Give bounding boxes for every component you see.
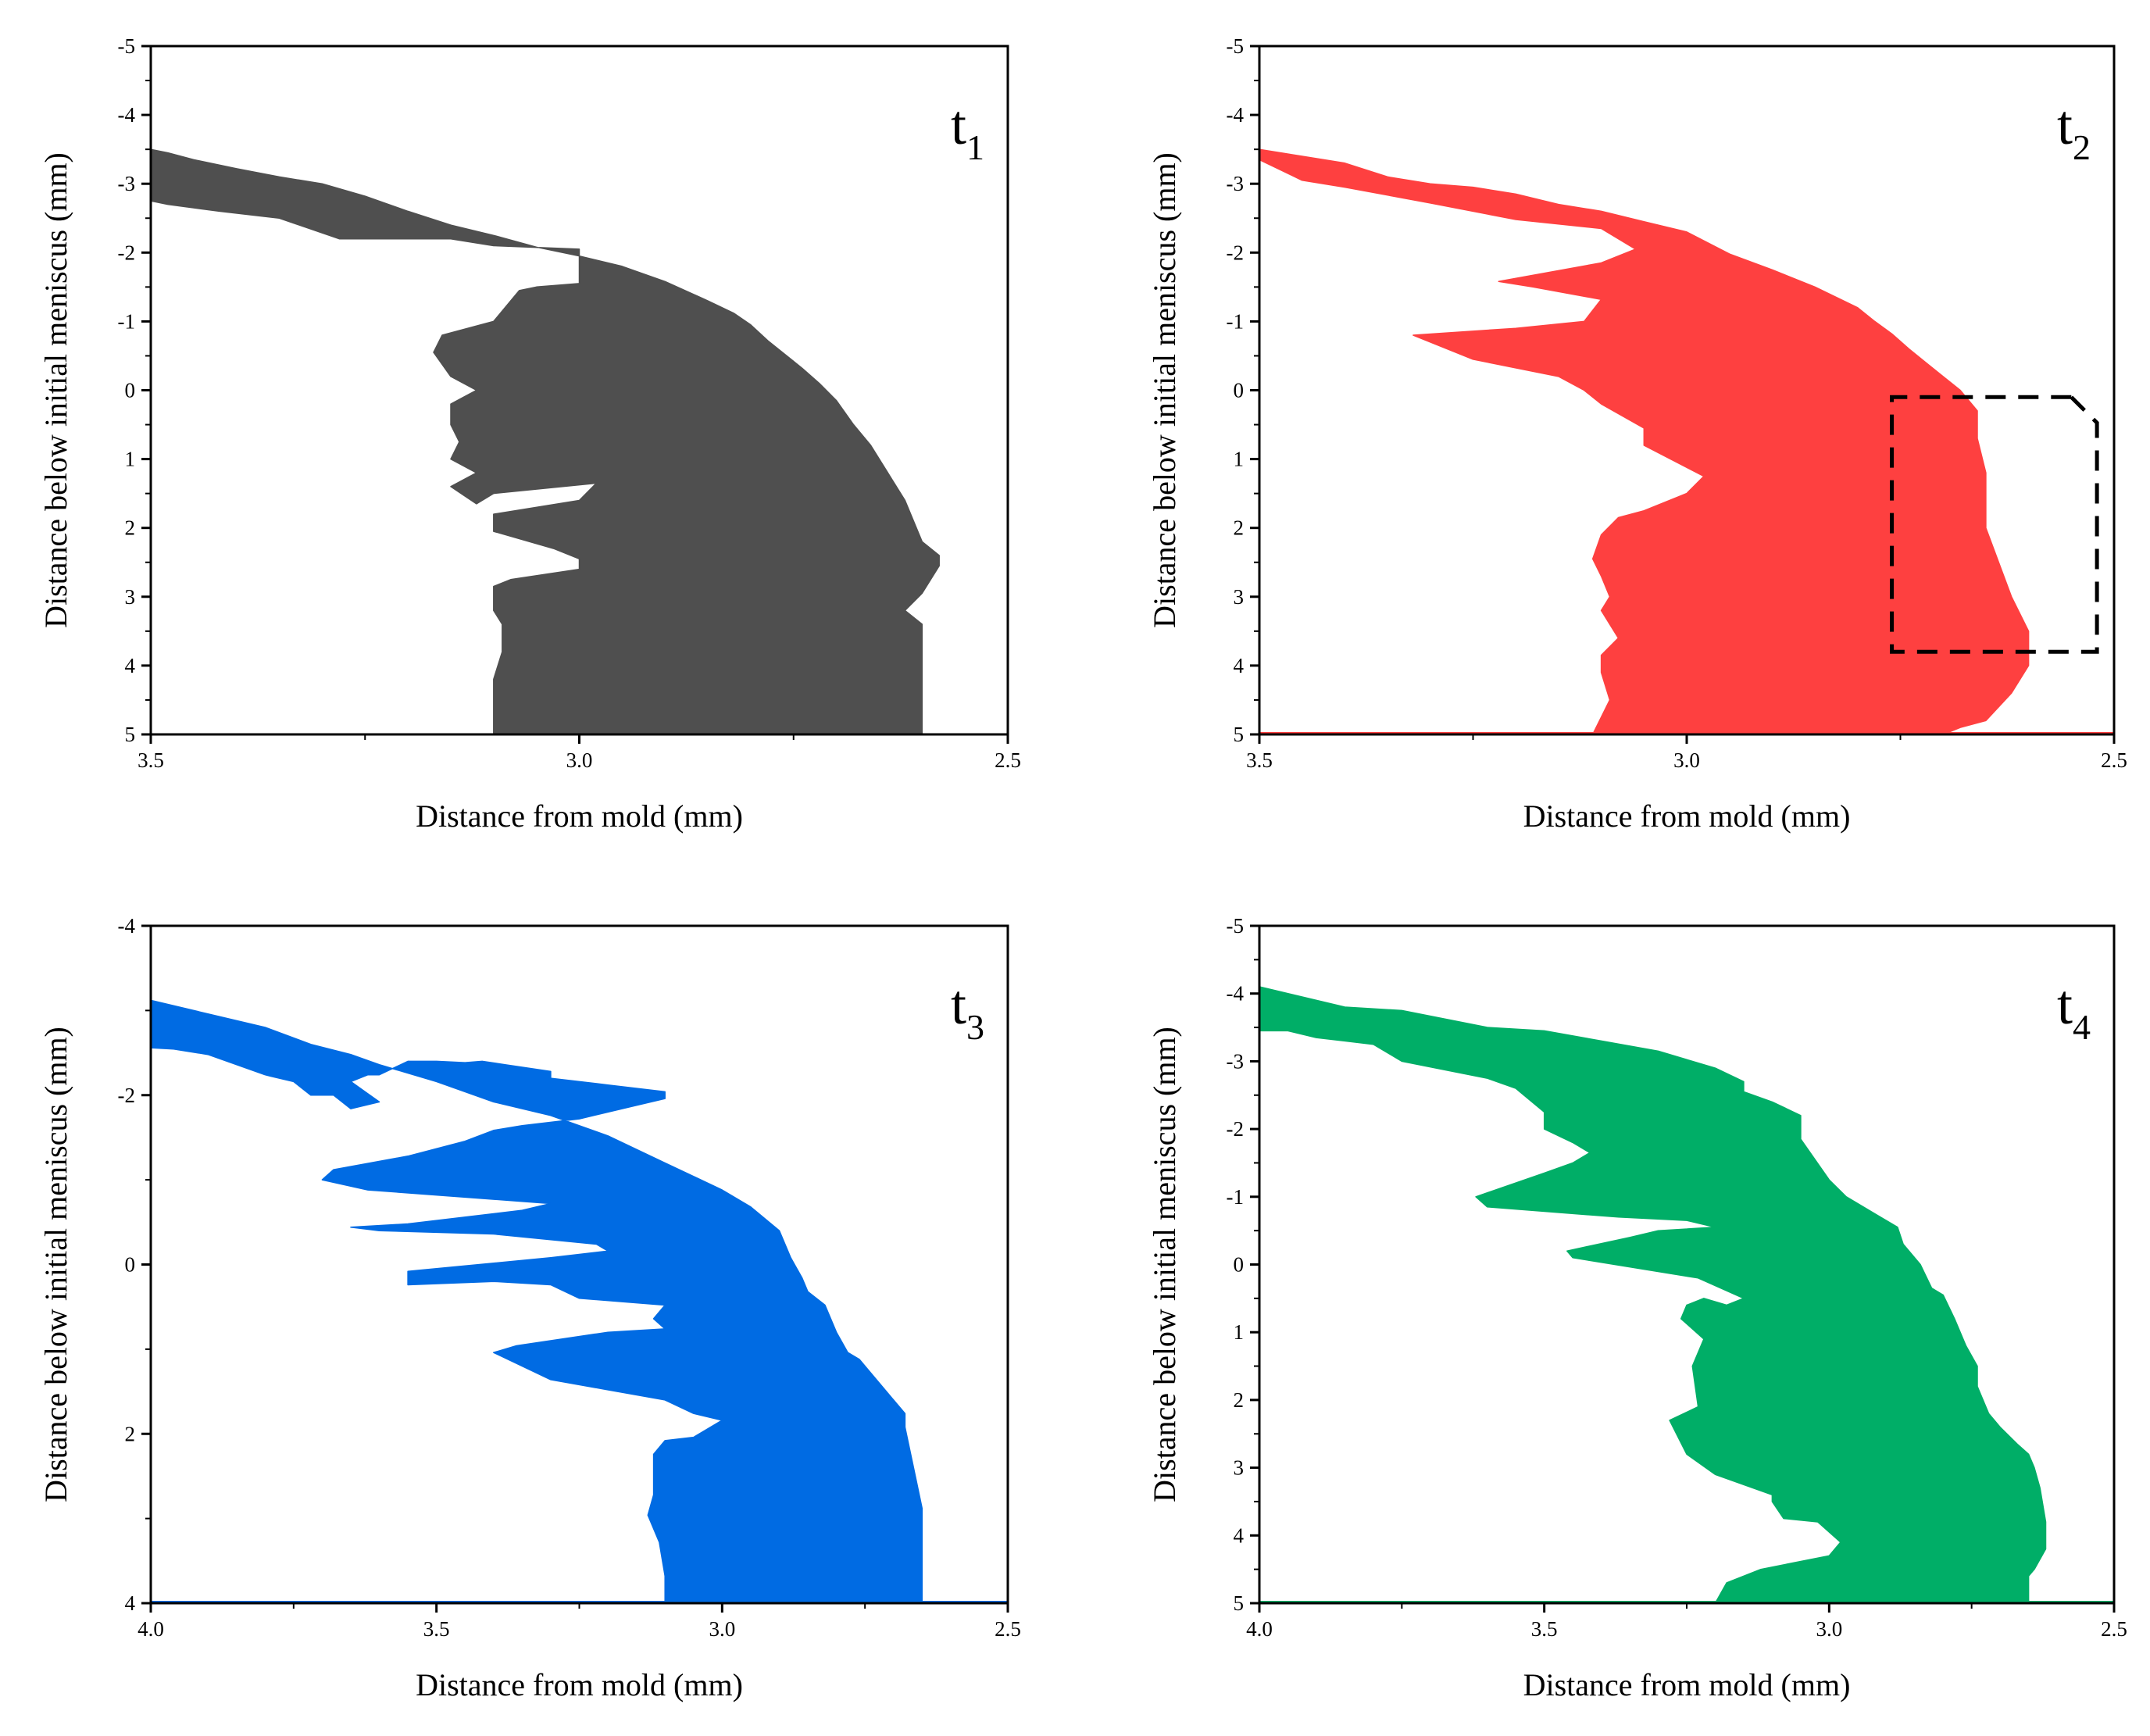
y-tick-label: 4 bbox=[1234, 654, 1245, 677]
y-tick-label: 1 bbox=[1234, 448, 1245, 471]
x-tick-label: 3.5 bbox=[138, 748, 164, 772]
y-tick-label: -5 bbox=[1227, 34, 1245, 58]
y-tick-label: -1 bbox=[1227, 1185, 1245, 1209]
y-tick-label: 4 bbox=[125, 654, 136, 677]
y-tick-label: -1 bbox=[1227, 309, 1245, 333]
y-tick-label: 1 bbox=[1234, 1320, 1245, 1344]
y-tick-label: -3 bbox=[1227, 1049, 1245, 1073]
panel-label-sub: 4 bbox=[2073, 1007, 2091, 1047]
profile-area bbox=[150, 148, 940, 735]
y-tick-label: -4 bbox=[118, 914, 136, 938]
y-tick-label: 1 bbox=[125, 448, 136, 471]
y-tick-label: 2 bbox=[1234, 1388, 1245, 1412]
profile-area bbox=[1259, 986, 2047, 1604]
y-tick-label: 0 bbox=[1234, 379, 1245, 402]
x-tick-label: 3.0 bbox=[1673, 748, 1700, 772]
y-tick-label: -4 bbox=[1227, 103, 1245, 127]
y-tick-label: 0 bbox=[125, 379, 136, 402]
y-tick-label: 3 bbox=[125, 585, 136, 609]
y-tick-label: 0 bbox=[125, 1253, 136, 1277]
y-tick-label: 0 bbox=[1234, 1253, 1245, 1277]
highlight-box bbox=[1890, 395, 2099, 654]
y-tick-label: -3 bbox=[1227, 172, 1245, 195]
y-axis-title: Distance below initial meniscus (mm) bbox=[38, 1027, 73, 1502]
x-tick-label: 3.0 bbox=[566, 748, 593, 772]
y-axis-title: Distance below initial meniscus (mm) bbox=[1147, 1027, 1182, 1502]
panel-label: t4 bbox=[2057, 973, 2091, 1047]
panel-label-sub: 3 bbox=[966, 1007, 984, 1047]
y-tick-label: 3 bbox=[1234, 585, 1245, 609]
panel-label-main: t bbox=[2057, 973, 2073, 1036]
x-tick-label: 4.0 bbox=[1246, 1617, 1273, 1641]
x-tick-label: 4.0 bbox=[138, 1617, 164, 1641]
y-tick-label: 2 bbox=[1234, 516, 1245, 540]
chart-panel-2: -5 -4 -3 -2 -1 0 1 2 3 4 53.5 3.0 2.5 Distance from m… bbox=[1147, 34, 2127, 834]
y-tick-label: 2 bbox=[125, 1422, 136, 1445]
y-tick-label: 3 bbox=[1234, 1456, 1245, 1480]
y-tick-label: 5 bbox=[1234, 1591, 1245, 1615]
x-axis-title: Distance from mold (mm) bbox=[1523, 1667, 1851, 1702]
x-tick-label: 3.5 bbox=[423, 1617, 450, 1641]
x-axis-title: Distance from mold (mm) bbox=[1523, 798, 1851, 834]
y-axis-title: Distance below initial meniscus (mm) bbox=[1147, 152, 1182, 628]
y-tick-label: 2 bbox=[125, 516, 136, 540]
x-tick-label: 3.5 bbox=[1531, 1617, 1558, 1641]
y-tick-label: 4 bbox=[125, 1591, 136, 1615]
y-tick-label: -4 bbox=[1227, 982, 1245, 1006]
y-tick-label: -2 bbox=[1227, 241, 1245, 264]
x-tick-label: 3.0 bbox=[709, 1617, 735, 1641]
y-axis-title: Distance below initial meniscus (mm) bbox=[38, 152, 73, 628]
panel-label: t1 bbox=[951, 94, 984, 167]
y-tick-label: -1 bbox=[118, 309, 136, 333]
x-axis-title: Distance from mold (mm) bbox=[416, 798, 743, 834]
y-tick-label: -2 bbox=[118, 1084, 136, 1107]
x-tick-label: 2.5 bbox=[2101, 1617, 2127, 1641]
x-tick-label: 2.5 bbox=[2101, 748, 2127, 772]
x-tick-label: 3.5 bbox=[1246, 748, 1273, 772]
panel-label: t3 bbox=[951, 973, 984, 1047]
y-tick-label: -5 bbox=[118, 34, 136, 58]
panel-label: t2 bbox=[2057, 94, 2091, 167]
y-tick-label: -5 bbox=[1227, 914, 1245, 938]
chart-panel-1: -5 -4 -3 -2 -1 0 1 2 3 4 53.5 3.0 2.5 Distance from m… bbox=[38, 34, 1021, 834]
profile-area bbox=[1259, 148, 2030, 735]
x-tick-label: 3.0 bbox=[1816, 1617, 1842, 1641]
y-tick-label: -4 bbox=[118, 103, 136, 127]
chart-panel-4: -5 -4 -3 -2 -1 0 1 2 3 4 54.0 3.5 3.0 2.5 Distance fro… bbox=[1147, 914, 2127, 1702]
x-tick-label: 2.5 bbox=[995, 748, 1021, 772]
profile-area bbox=[150, 999, 923, 1604]
x-tick-label: 2.5 bbox=[995, 1617, 1021, 1641]
x-axis-title: Distance from mold (mm) bbox=[416, 1667, 743, 1702]
chart-panel-3: -4 -2 0 2 44.0 3.5 3.0 2.5 Distance from mold (m… bbox=[38, 914, 1021, 1702]
y-tick-label: -2 bbox=[118, 241, 136, 264]
y-tick-label: -3 bbox=[118, 172, 136, 195]
panel-label-main: t bbox=[951, 973, 966, 1036]
y-tick-label: -2 bbox=[1227, 1117, 1245, 1141]
panel-label-main: t bbox=[2057, 94, 2073, 156]
y-tick-label: 5 bbox=[1234, 723, 1245, 746]
panel-label-sub: 1 bbox=[966, 127, 984, 167]
panel-label-main: t bbox=[951, 94, 966, 156]
y-tick-label: 5 bbox=[125, 723, 136, 746]
panel-label-sub: 2 bbox=[2073, 127, 2091, 167]
y-tick-label: 4 bbox=[1234, 1523, 1245, 1547]
